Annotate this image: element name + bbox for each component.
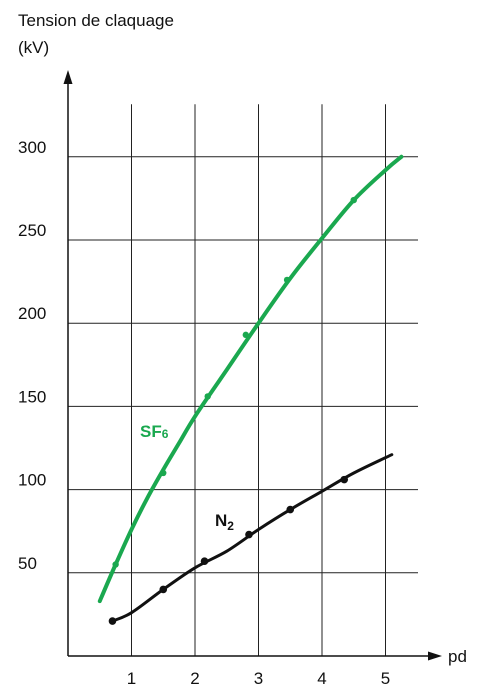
y-tick-label-300: 300	[18, 138, 46, 157]
series-label-sf6-sub: 6	[162, 427, 169, 441]
x-tick-label-4: 4	[317, 669, 326, 686]
y-axis-label-line2: (kV)	[18, 38, 49, 57]
data-point-n2-0	[108, 617, 117, 625]
data-point-n2-4	[286, 505, 295, 514]
series-label-n2: N2	[215, 511, 234, 533]
data-point-sf6-0	[112, 561, 119, 568]
data-point-sf6-2	[204, 393, 211, 400]
data-point-sf6-1	[160, 469, 167, 477]
y-axis-arrow	[63, 70, 73, 84]
series-layer	[97, 154, 404, 625]
data-point-n2-5	[340, 475, 349, 484]
series-line-n2	[110, 453, 394, 623]
data-point-n2-3	[245, 530, 253, 539]
y-tick-label-250: 250	[18, 221, 46, 240]
grid	[68, 104, 418, 656]
x-axis-arrow	[428, 651, 442, 661]
x-axis-label: pd	[448, 647, 467, 666]
data-point-n2-2	[200, 557, 209, 565]
y-tick-label-200: 200	[18, 304, 46, 323]
series-label-sf6: SF6	[140, 422, 169, 441]
axes	[63, 70, 442, 661]
series-label-n2-sub: 2	[227, 519, 234, 533]
y-tick-label-50: 50	[18, 554, 37, 573]
data-point-sf6-4	[283, 276, 291, 284]
data-point-sf6-5	[350, 196, 357, 204]
x-tick-label-2: 2	[190, 669, 199, 686]
data-point-n2-1	[159, 585, 168, 594]
series-label-sf6-main: SF	[140, 422, 162, 441]
y-tick-label-150: 150	[18, 387, 46, 406]
series-label-n2-main: N	[215, 511, 227, 530]
x-tick-label-1: 1	[127, 669, 136, 686]
data-point-sf6-3	[242, 331, 249, 339]
x-tick-label-5: 5	[381, 669, 390, 686]
y-tick-label-100: 100	[18, 471, 46, 490]
x-tick-label-3: 3	[254, 669, 263, 686]
tick-labels: 1 2 3 4 5 50 100 150 200 250 300	[18, 138, 390, 686]
y-axis-label-line1: Tension de claquage	[18, 11, 174, 30]
